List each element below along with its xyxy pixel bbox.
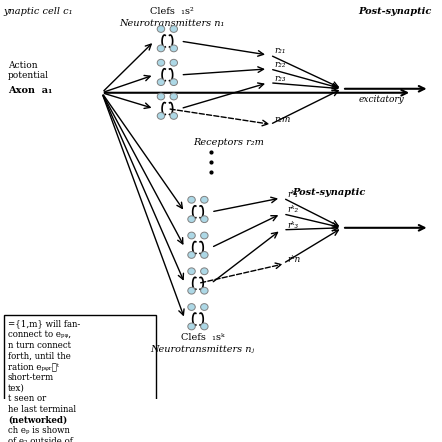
Circle shape — [201, 216, 208, 223]
Text: Neurotransmitters n₁: Neurotransmitters n₁ — [119, 19, 225, 28]
Circle shape — [188, 251, 195, 258]
Circle shape — [170, 26, 178, 32]
Text: of e₂ outside of: of e₂ outside of — [8, 437, 73, 442]
Circle shape — [201, 323, 208, 330]
Text: r₂₂: r₂₂ — [274, 60, 286, 69]
Circle shape — [201, 304, 208, 310]
Text: Neurotransmitters nⱼ: Neurotransmitters nⱼ — [150, 345, 255, 354]
Text: Receptors r₂m: Receptors r₂m — [193, 138, 264, 148]
Text: Action
potential: Action potential — [8, 61, 49, 80]
Circle shape — [170, 79, 178, 86]
Circle shape — [157, 59, 165, 66]
Text: r₂m: r₂m — [274, 115, 291, 124]
Circle shape — [188, 323, 195, 330]
Text: n turn connect: n turn connect — [8, 341, 71, 350]
Text: forth, until the: forth, until the — [8, 351, 71, 360]
Circle shape — [201, 196, 208, 203]
Text: t seen or: t seen or — [8, 394, 46, 403]
Circle shape — [170, 45, 178, 52]
Text: Clefs  ₁s²: Clefs ₁s² — [150, 8, 194, 16]
Text: ynaptic cell c₁: ynaptic cell c₁ — [4, 8, 73, 16]
Circle shape — [188, 304, 195, 310]
Circle shape — [157, 79, 165, 86]
Text: rᵏ₃: rᵏ₃ — [287, 221, 299, 230]
Text: excitatory: excitatory — [358, 95, 404, 104]
Text: r₂₁: r₂₁ — [274, 46, 286, 55]
Text: ch eₚ is shown: ch eₚ is shown — [8, 427, 70, 435]
Text: r₂₃: r₂₃ — [274, 73, 286, 83]
Text: (networked): (networked) — [8, 415, 67, 425]
Text: rᵏn: rᵏn — [287, 255, 301, 264]
Circle shape — [201, 268, 208, 274]
Circle shape — [170, 59, 178, 66]
Text: connect to eₚᵩ,: connect to eₚᵩ, — [8, 330, 71, 339]
Circle shape — [170, 113, 178, 119]
Circle shape — [201, 287, 208, 294]
Circle shape — [188, 216, 195, 223]
Text: ration eₚᵩᵣ⋯ᵗ: ration eₚᵩᵣ⋯ᵗ — [8, 362, 59, 371]
Circle shape — [157, 113, 165, 119]
Text: rᵏ₁: rᵏ₁ — [287, 190, 299, 198]
Circle shape — [188, 196, 195, 203]
Circle shape — [188, 232, 195, 239]
Circle shape — [157, 93, 165, 100]
Circle shape — [188, 287, 195, 294]
Circle shape — [201, 232, 208, 239]
Text: Clefs  ₁sᵏ: Clefs ₁sᵏ — [181, 333, 224, 342]
Text: he last terminal: he last terminal — [8, 405, 76, 414]
Text: Axon  a₁: Axon a₁ — [8, 86, 52, 95]
Text: tex): tex) — [8, 384, 25, 392]
FancyBboxPatch shape — [4, 315, 156, 442]
Text: ={1,m} will fan-: ={1,m} will fan- — [8, 319, 80, 328]
Circle shape — [201, 251, 208, 258]
Circle shape — [170, 93, 178, 100]
Text: Post-synaptic: Post-synaptic — [358, 8, 431, 16]
Circle shape — [157, 26, 165, 32]
Text: Post-synaptic: Post-synaptic — [292, 188, 366, 197]
Circle shape — [188, 268, 195, 274]
Circle shape — [157, 45, 165, 52]
Text: short-term: short-term — [8, 373, 54, 382]
Text: rᵏ₂: rᵏ₂ — [287, 206, 299, 214]
